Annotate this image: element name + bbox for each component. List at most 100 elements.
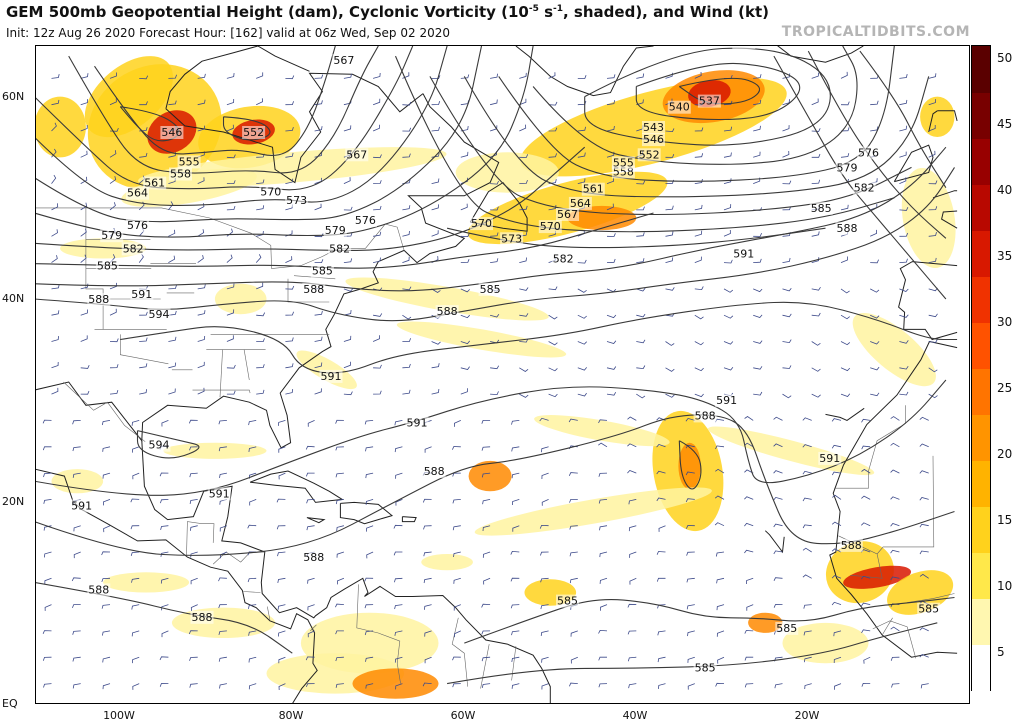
contour-label-bg: [319, 369, 343, 383]
colorbar-swatch: [972, 230, 990, 277]
lat-label-40n: 40N: [2, 292, 25, 305]
wind-barb: [833, 656, 842, 664]
wind-barb: [402, 286, 412, 291]
wind-barb: [899, 365, 909, 370]
wind-barb: [577, 288, 587, 293]
contour-label: 579: [325, 224, 346, 237]
wind-barb: [423, 577, 432, 584]
wind-barb: [840, 341, 851, 346]
wind-barb: [861, 522, 871, 527]
coastline: [339, 501, 394, 525]
wind-barb: [568, 472, 578, 476]
wind-barb: [694, 179, 703, 184]
wind-barb: [598, 629, 608, 634]
wind-barb: [343, 391, 353, 396]
colorbar-swatch: [972, 184, 990, 231]
wind-barb: [247, 524, 257, 529]
wind-barb: [687, 683, 695, 690]
wind-barb: [744, 683, 754, 688]
wind-barb: [161, 420, 169, 427]
wind-barb: [131, 577, 140, 583]
wind-barb: [189, 446, 198, 451]
wind-barb: [80, 365, 90, 369]
contour-label: 576: [355, 214, 376, 227]
wind-barb: [481, 420, 491, 424]
height-contour: [94, 46, 336, 157]
coastline: [257, 46, 310, 72]
wind-barb: [744, 469, 754, 474]
wind-barb: [541, 446, 549, 453]
wind-barb: [782, 393, 792, 399]
wind-barb: [422, 682, 432, 687]
wind-barb: [861, 629, 871, 634]
wind-barb: [373, 257, 381, 263]
wind-barb: [395, 499, 403, 506]
wind-barb: [72, 630, 81, 635]
wind-barb: [511, 420, 520, 425]
wind-barb: [511, 472, 520, 479]
wind-barb: [72, 420, 81, 425]
contour-label: 564: [127, 187, 148, 200]
wind-barb: [72, 683, 81, 689]
wind-barb: [568, 418, 578, 423]
wind-barb: [483, 577, 491, 585]
height-contour: [36, 212, 654, 269]
colorbar-tick-5: 5: [997, 645, 1005, 659]
wind-barb: [628, 499, 637, 505]
vorticity-area: [468, 460, 512, 492]
wind-barb: [628, 525, 637, 532]
wind-barb: [636, 339, 646, 344]
coastline: [249, 470, 344, 503]
height-contour: [464, 596, 955, 644]
wind-barb: [431, 100, 441, 106]
wind-barb: [393, 524, 403, 529]
wind-barb: [519, 98, 527, 106]
border: [85, 207, 104, 330]
contour-label: 552: [639, 148, 660, 161]
wind-barb: [453, 420, 461, 427]
wind-barb: [73, 525, 81, 532]
wind-barb: [402, 256, 410, 263]
colorbar-tick-20: 20: [997, 447, 1013, 461]
wind-barb: [343, 206, 353, 211]
contour-label: 537: [699, 95, 720, 108]
wind-barb: [109, 364, 119, 369]
wind-barb: [103, 499, 111, 506]
wind-barb: [665, 128, 675, 133]
wind-barb: [723, 100, 733, 106]
wind-barb: [685, 471, 695, 476]
wind-barb: [577, 367, 588, 371]
wind-barb: [402, 338, 411, 342]
wind-barb: [598, 499, 608, 504]
wind-barb: [599, 525, 608, 531]
wind-barb: [101, 604, 111, 609]
contour-label: 594: [149, 439, 170, 452]
wind-barb: [72, 604, 81, 609]
wind-barb: [890, 416, 900, 421]
wind-barb: [373, 313, 383, 317]
wind-barb: [540, 630, 549, 636]
wind-barb: [870, 366, 880, 371]
wind-barb: [541, 499, 549, 506]
vorticity-area: [300, 612, 439, 674]
wind-barb: [248, 656, 257, 663]
wind-barb: [365, 472, 374, 479]
contour-label: 582: [553, 253, 574, 266]
wind-barb: [365, 656, 374, 662]
contour-label-bg: [693, 661, 717, 675]
border: [876, 455, 935, 555]
wind-barb: [665, 341, 675, 346]
wind-barb: [744, 630, 754, 634]
contour-label-bg: [259, 185, 283, 199]
contour-label-bg: [642, 133, 665, 147]
wind-barb: [665, 154, 675, 158]
height-contour: [463, 76, 930, 198]
wind-barb: [226, 309, 235, 316]
wind-barb: [723, 314, 734, 319]
wind-barb: [109, 98, 117, 106]
wind-barb: [160, 577, 169, 584]
wind-barb: [598, 472, 608, 477]
wind-barb: [636, 232, 645, 237]
wind-barb: [606, 366, 617, 370]
contour-label: 588: [88, 583, 109, 596]
